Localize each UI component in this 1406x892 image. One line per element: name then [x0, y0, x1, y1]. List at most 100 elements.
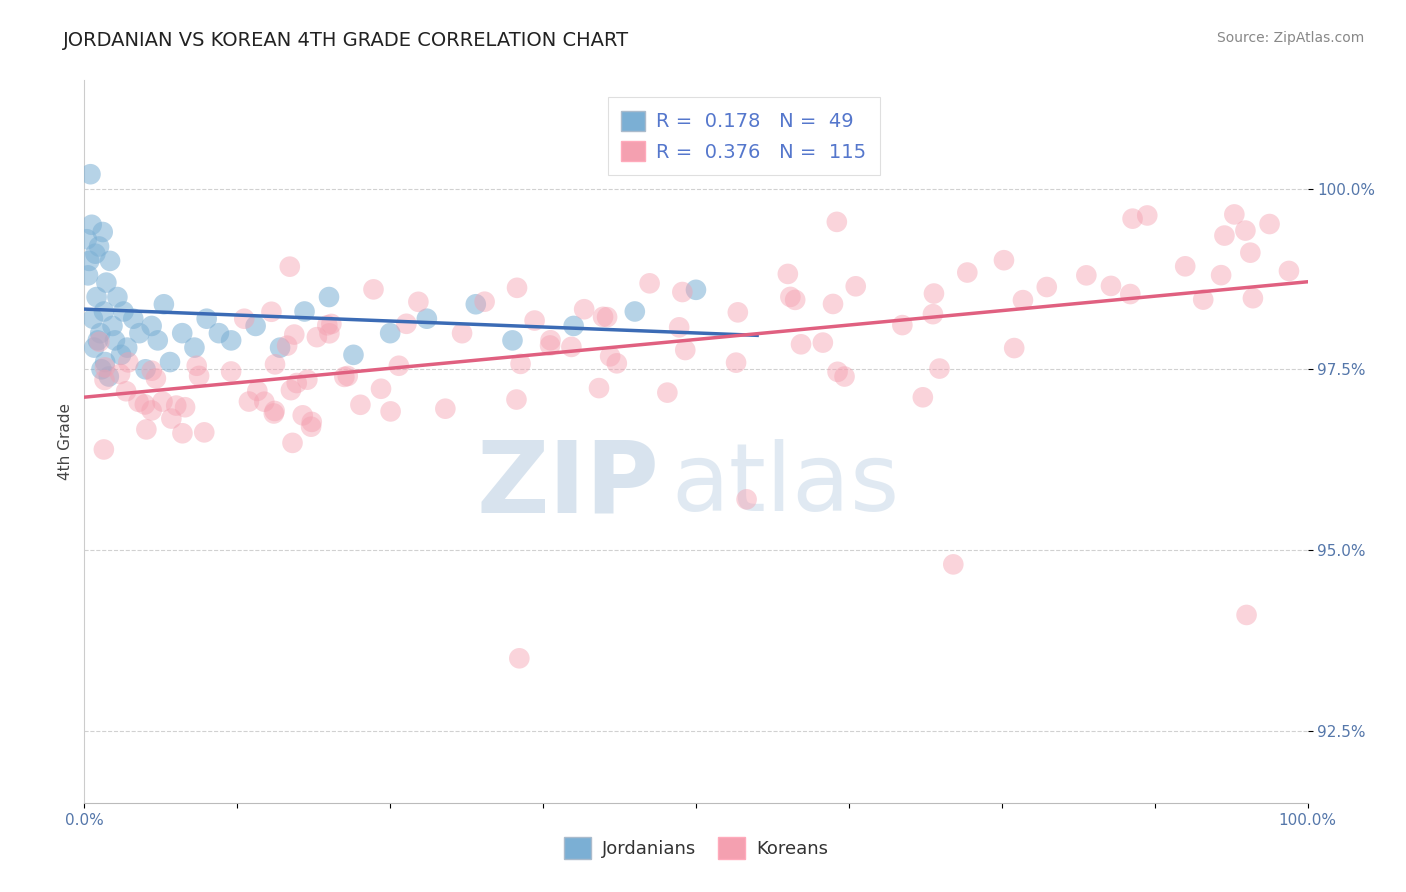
Point: [294, 304, 316, 318]
Point: [188, 368, 211, 383]
Point: [956, 266, 979, 280]
Point: [685, 283, 707, 297]
Point: [790, 337, 813, 351]
Point: [416, 311, 439, 326]
Point: [785, 293, 807, 307]
Y-axis label: 4th Grade: 4th Grade: [58, 403, 73, 480]
Point: [299, 419, 322, 434]
Point: [128, 394, 150, 409]
Point: [160, 411, 183, 425]
Point: [297, 373, 319, 387]
Point: [588, 381, 610, 395]
Point: [82, 311, 104, 326]
Point: [1239, 245, 1261, 260]
Point: [509, 357, 531, 371]
Point: [172, 326, 194, 341]
Point: [93, 304, 115, 318]
Point: [87, 334, 110, 348]
Point: [922, 307, 945, 321]
Point: [1213, 228, 1236, 243]
Point: [89, 334, 111, 349]
Point: [104, 334, 127, 348]
Point: [87, 239, 110, 253]
Point: [86, 290, 108, 304]
Point: [76, 232, 98, 246]
Point: [80, 218, 103, 232]
Point: [506, 281, 529, 295]
Point: [380, 404, 402, 418]
Point: [1234, 223, 1257, 237]
Point: [657, 385, 679, 400]
Point: [77, 268, 100, 283]
Point: [283, 327, 305, 342]
Point: [1211, 268, 1233, 282]
Point: [725, 356, 748, 370]
Point: [572, 302, 595, 317]
Point: [281, 435, 304, 450]
Point: [891, 318, 914, 332]
Point: [117, 355, 139, 369]
Point: [638, 277, 661, 291]
Point: [342, 348, 364, 362]
Point: [153, 297, 176, 311]
Point: [193, 425, 215, 440]
Point: [911, 390, 934, 404]
Point: [110, 348, 132, 362]
Point: [599, 349, 621, 363]
Point: [263, 407, 285, 421]
Point: [1223, 207, 1246, 221]
Point: [1236, 607, 1258, 622]
Point: [408, 294, 430, 309]
Point: [434, 401, 457, 416]
Point: [91, 225, 114, 239]
Point: [380, 326, 402, 341]
Point: [395, 317, 418, 331]
Point: [183, 341, 205, 355]
Point: [1241, 291, 1264, 305]
Point: [606, 356, 628, 370]
Point: [145, 371, 167, 385]
Point: [174, 401, 197, 415]
Point: [172, 426, 194, 441]
Point: [502, 334, 524, 348]
Point: [263, 404, 285, 418]
Point: [1002, 341, 1025, 355]
Point: [1192, 293, 1215, 307]
Point: [451, 326, 474, 341]
Point: [115, 384, 138, 399]
Point: [363, 282, 385, 296]
Point: [779, 290, 801, 304]
Point: [538, 338, 561, 352]
Point: [208, 326, 231, 341]
Point: [560, 340, 582, 354]
Point: [301, 415, 323, 429]
Point: [1012, 293, 1035, 307]
Point: [1099, 279, 1122, 293]
Point: [388, 359, 411, 373]
Point: [134, 397, 156, 411]
Point: [152, 394, 174, 409]
Point: [474, 294, 496, 309]
Text: atlas: atlas: [672, 439, 900, 531]
Point: [592, 310, 614, 324]
Text: Source: ZipAtlas.com: Source: ZipAtlas.com: [1216, 31, 1364, 45]
Point: [264, 357, 287, 371]
Point: [845, 279, 868, 293]
Point: [105, 290, 128, 304]
Point: [727, 305, 749, 319]
Point: [79, 167, 101, 181]
Point: [94, 360, 117, 375]
Point: [146, 334, 169, 348]
Point: [280, 383, 302, 397]
Point: [333, 370, 356, 384]
Point: [523, 313, 546, 327]
Point: [596, 310, 619, 324]
Point: [928, 361, 950, 376]
Point: [673, 343, 696, 357]
Point: [1174, 260, 1197, 274]
Point: [159, 355, 181, 369]
Legend: Jordanians, Koreans: Jordanians, Koreans: [557, 830, 835, 866]
Point: [1076, 268, 1098, 283]
Point: [90, 362, 112, 376]
Point: [233, 311, 256, 326]
